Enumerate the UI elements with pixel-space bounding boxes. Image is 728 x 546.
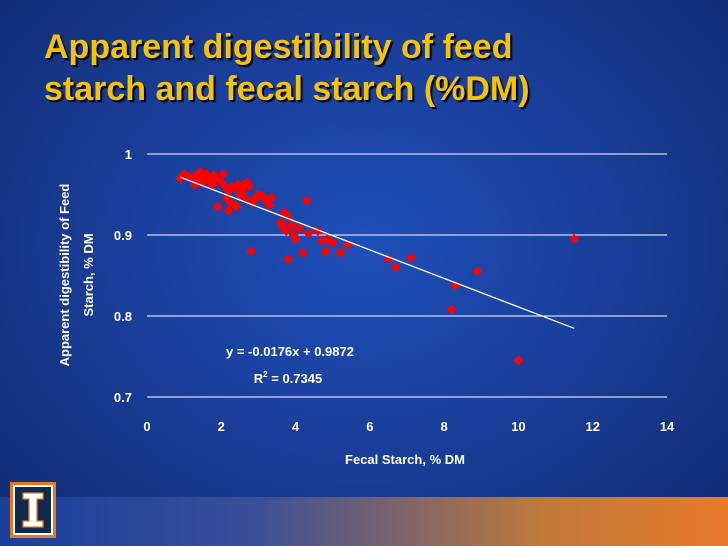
y-tick-labels: 0.7 0.8 0.9 1 bbox=[114, 147, 132, 405]
data-points bbox=[175, 166, 580, 366]
trendline-equation: y = -0.0176x + 0.9872 bbox=[226, 344, 354, 359]
x-tick-label: 4 bbox=[292, 419, 300, 434]
data-point bbox=[290, 234, 301, 245]
y-tick-label: 0.7 bbox=[114, 390, 132, 405]
data-point bbox=[244, 181, 255, 192]
data-point bbox=[472, 266, 483, 277]
data-point bbox=[249, 193, 260, 204]
y-gridlines bbox=[147, 153, 667, 317]
r2-value: = 0.7345 bbox=[268, 371, 323, 386]
data-point bbox=[246, 246, 256, 257]
footer-bar bbox=[0, 497, 728, 546]
y-tick-label: 0.9 bbox=[114, 228, 132, 243]
data-point bbox=[266, 192, 277, 203]
r2-prefix: R bbox=[254, 371, 264, 386]
data-point bbox=[218, 169, 229, 180]
x-tick-label: 12 bbox=[585, 419, 599, 434]
y-axis-title-line-2: Starch, % DM bbox=[81, 233, 96, 316]
slide-title: Apparent digestibility of feed starch an… bbox=[44, 26, 704, 110]
y-tick-label: 0.8 bbox=[114, 309, 132, 324]
data-point bbox=[301, 195, 312, 206]
r2-superscript: 2 bbox=[263, 370, 268, 379]
data-point bbox=[294, 223, 305, 234]
x-tick-label: 8 bbox=[441, 419, 448, 434]
data-point bbox=[212, 201, 223, 212]
slide-title-line-1: Apparent digestibility of feed bbox=[44, 28, 513, 66]
x-tick-label: 6 bbox=[366, 419, 373, 434]
data-point bbox=[446, 304, 457, 315]
block-i-logo-icon bbox=[15, 487, 51, 533]
x-axis-title: Fecal Starch, % DM bbox=[345, 452, 465, 467]
data-point bbox=[405, 252, 416, 263]
data-point bbox=[320, 246, 331, 257]
university-logo bbox=[10, 482, 56, 538]
data-point bbox=[207, 179, 217, 190]
data-point bbox=[335, 247, 346, 258]
y-axis-title-line-1: Apparent digestibility of Feed bbox=[57, 184, 72, 367]
data-point bbox=[390, 262, 401, 273]
trendline bbox=[180, 176, 575, 329]
slide-title-line-2: starch and fecal starch (%DM) bbox=[44, 70, 530, 108]
data-point bbox=[513, 355, 524, 366]
data-point bbox=[327, 238, 338, 249]
r-squared-label: R2 = 0.7345 bbox=[254, 370, 322, 386]
data-point bbox=[450, 280, 461, 291]
data-point bbox=[223, 205, 234, 216]
x-tick-label: 10 bbox=[511, 419, 525, 434]
data-point bbox=[383, 254, 394, 265]
data-point bbox=[286, 220, 297, 231]
data-point bbox=[569, 234, 580, 245]
data-point bbox=[281, 225, 292, 236]
data-point bbox=[264, 200, 275, 211]
data-point bbox=[303, 228, 314, 239]
x-tick-label: 0 bbox=[143, 419, 150, 434]
data-point bbox=[231, 201, 242, 212]
data-point bbox=[283, 254, 294, 265]
x-tick-label: 2 bbox=[218, 419, 225, 434]
y-tick-label: 1 bbox=[125, 147, 132, 162]
x-tick-label: 14 bbox=[660, 419, 675, 434]
x-tick-labels: 0 2 4 6 8 10 12 14 bbox=[143, 419, 675, 434]
data-point bbox=[298, 247, 308, 258]
